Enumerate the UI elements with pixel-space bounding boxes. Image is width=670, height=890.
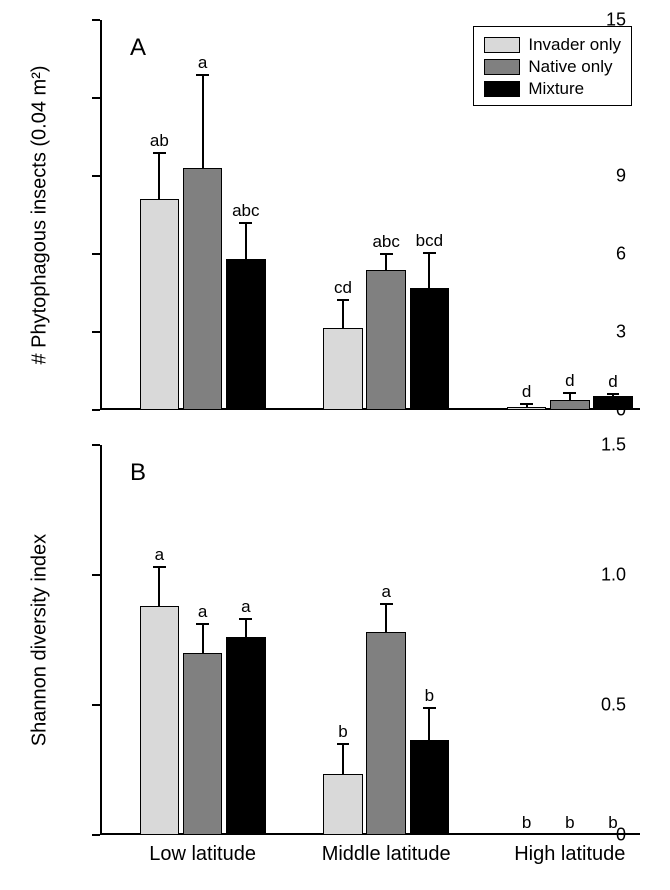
error-cap [563,392,576,394]
ytick-label: 1.0 [601,565,626,586]
error-cap [153,566,166,568]
bar [183,168,223,410]
ytick [92,834,100,836]
bar [507,833,547,835]
bar-sig-label: b [608,813,617,833]
error-cap [337,743,350,745]
legend-swatch [484,59,520,75]
panel-letter: B [130,459,146,487]
error-bar [158,153,160,200]
x-group-label: Middle latitude [322,843,451,866]
legend-label: Native only [528,57,612,77]
bar-sig-label: cd [334,278,352,298]
legend: Invader onlyNative onlyMixture [473,26,632,106]
x-group-label: Low latitude [149,843,256,866]
error-bar [428,253,430,288]
bar [323,328,363,410]
bar [507,407,547,410]
ytick [92,175,100,177]
bar [140,199,180,410]
error-cap [239,618,252,620]
bar [323,774,363,835]
ytick [92,253,100,255]
error-bar [158,567,160,606]
ytick [92,97,100,99]
bar [366,270,406,410]
bar [183,653,223,835]
error-cap [607,393,620,395]
bar-sig-label: b [425,686,434,706]
error-bar [202,624,204,653]
error-bar [385,604,387,633]
bar [550,400,590,410]
legend-item: Mixture [484,79,621,99]
error-bar [342,300,344,329]
legend-swatch [484,37,520,53]
bar-sig-label: a [381,582,390,602]
ytick-label: 6 [616,244,626,265]
bar-sig-label: a [155,545,164,565]
bar-sig-label: ab [150,131,169,151]
ytick-label: 0.5 [601,695,626,716]
ytick [92,444,100,446]
ytick-label: 3 [616,322,626,343]
bar [226,259,266,410]
bar-sig-label: a [241,597,250,617]
error-cap [239,222,252,224]
ytick-label: 9 [616,166,626,187]
panel-panelA: 03691215# Phytophagous insects (0.04 m²)… [100,20,640,410]
error-cap [423,252,436,254]
error-cap [153,152,166,154]
bar-sig-label: b [338,722,347,742]
error-bar [245,223,247,259]
bar-sig-label: b [522,813,531,833]
ytick [92,19,100,21]
ytick [92,574,100,576]
bar [366,632,406,835]
error-cap [380,253,393,255]
bar-sig-label: bcd [416,231,443,251]
bar-sig-label: abc [372,232,399,252]
bar-sig-label: abc [232,201,259,221]
error-bar [385,254,387,270]
error-cap [380,603,393,605]
ytick [92,331,100,333]
error-bar [428,708,430,741]
error-bar [245,619,247,637]
figure: 03691215# Phytophagous insects (0.04 m²)… [0,0,670,890]
ytick-label: 1.5 [601,435,626,456]
bar-sig-label: d [565,371,574,391]
bar [226,637,266,835]
bar-sig-label: a [198,53,207,73]
ytick [92,409,100,411]
error-bar [342,744,344,774]
bar [410,288,450,410]
legend-item: Native only [484,57,621,77]
error-cap [196,623,209,625]
bar [410,740,450,835]
bar-sig-label: b [565,813,574,833]
bar [593,833,633,835]
bar [140,606,180,835]
legend-item: Invader only [484,35,621,55]
bar-sig-label: a [198,602,207,622]
bar [550,833,590,835]
y-axis-label: # Phytophagous insects (0.04 m²) [29,65,52,364]
bar [593,396,633,410]
ytick [92,704,100,706]
panel-letter: A [130,34,146,62]
panel-panelB: 00.51.01.5Shannon diversity indexBaaaLow… [100,445,640,835]
error-cap [520,403,533,405]
legend-swatch [484,81,520,97]
error-cap [423,707,436,709]
y-axis-label: Shannon diversity index [29,534,52,746]
bar-sig-label: d [608,372,617,392]
legend-label: Invader only [528,35,621,55]
error-cap [196,74,209,76]
error-bar [202,75,204,169]
legend-label: Mixture [528,79,584,99]
bar-sig-label: d [522,382,531,402]
error-cap [337,299,350,301]
x-group-label: High latitude [514,843,625,866]
